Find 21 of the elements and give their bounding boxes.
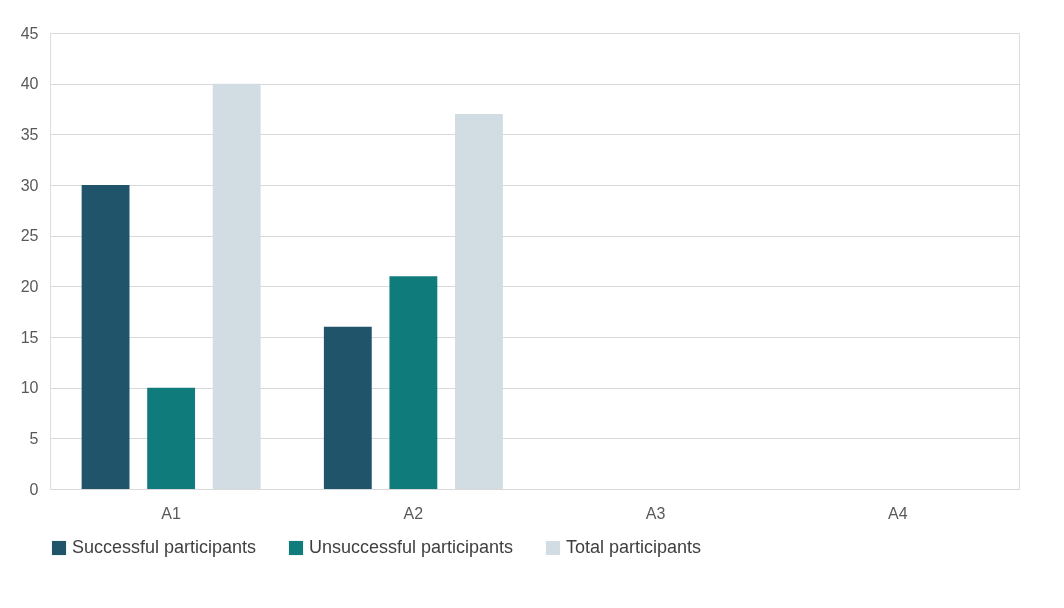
y-tick-label: 5	[29, 429, 39, 447]
bar	[389, 276, 438, 489]
legend-label: Total participants	[566, 537, 702, 557]
y-tick-label: 30	[20, 176, 39, 194]
y-tick-label: 45	[20, 24, 39, 42]
y-tick-label: 40	[20, 75, 39, 93]
y-tick-label: 0	[29, 480, 39, 498]
y-tick-label: 20	[20, 277, 39, 295]
x-tick-label: A2	[403, 504, 424, 522]
y-tick-label: 35	[20, 125, 39, 143]
y-tick-label: 15	[20, 328, 39, 346]
bar	[81, 185, 130, 489]
y-tick-label: 10	[20, 379, 39, 397]
x-tick-label: A4	[888, 504, 908, 522]
legend-label: Successful participants	[72, 537, 257, 557]
x-tick-label: A3	[645, 504, 666, 522]
bar	[323, 326, 372, 489]
x-tick-label: A1	[161, 504, 182, 522]
bar	[147, 387, 196, 489]
y-tick-label: 25	[20, 227, 39, 245]
legend-label: Unsuccessful participants	[309, 537, 514, 557]
